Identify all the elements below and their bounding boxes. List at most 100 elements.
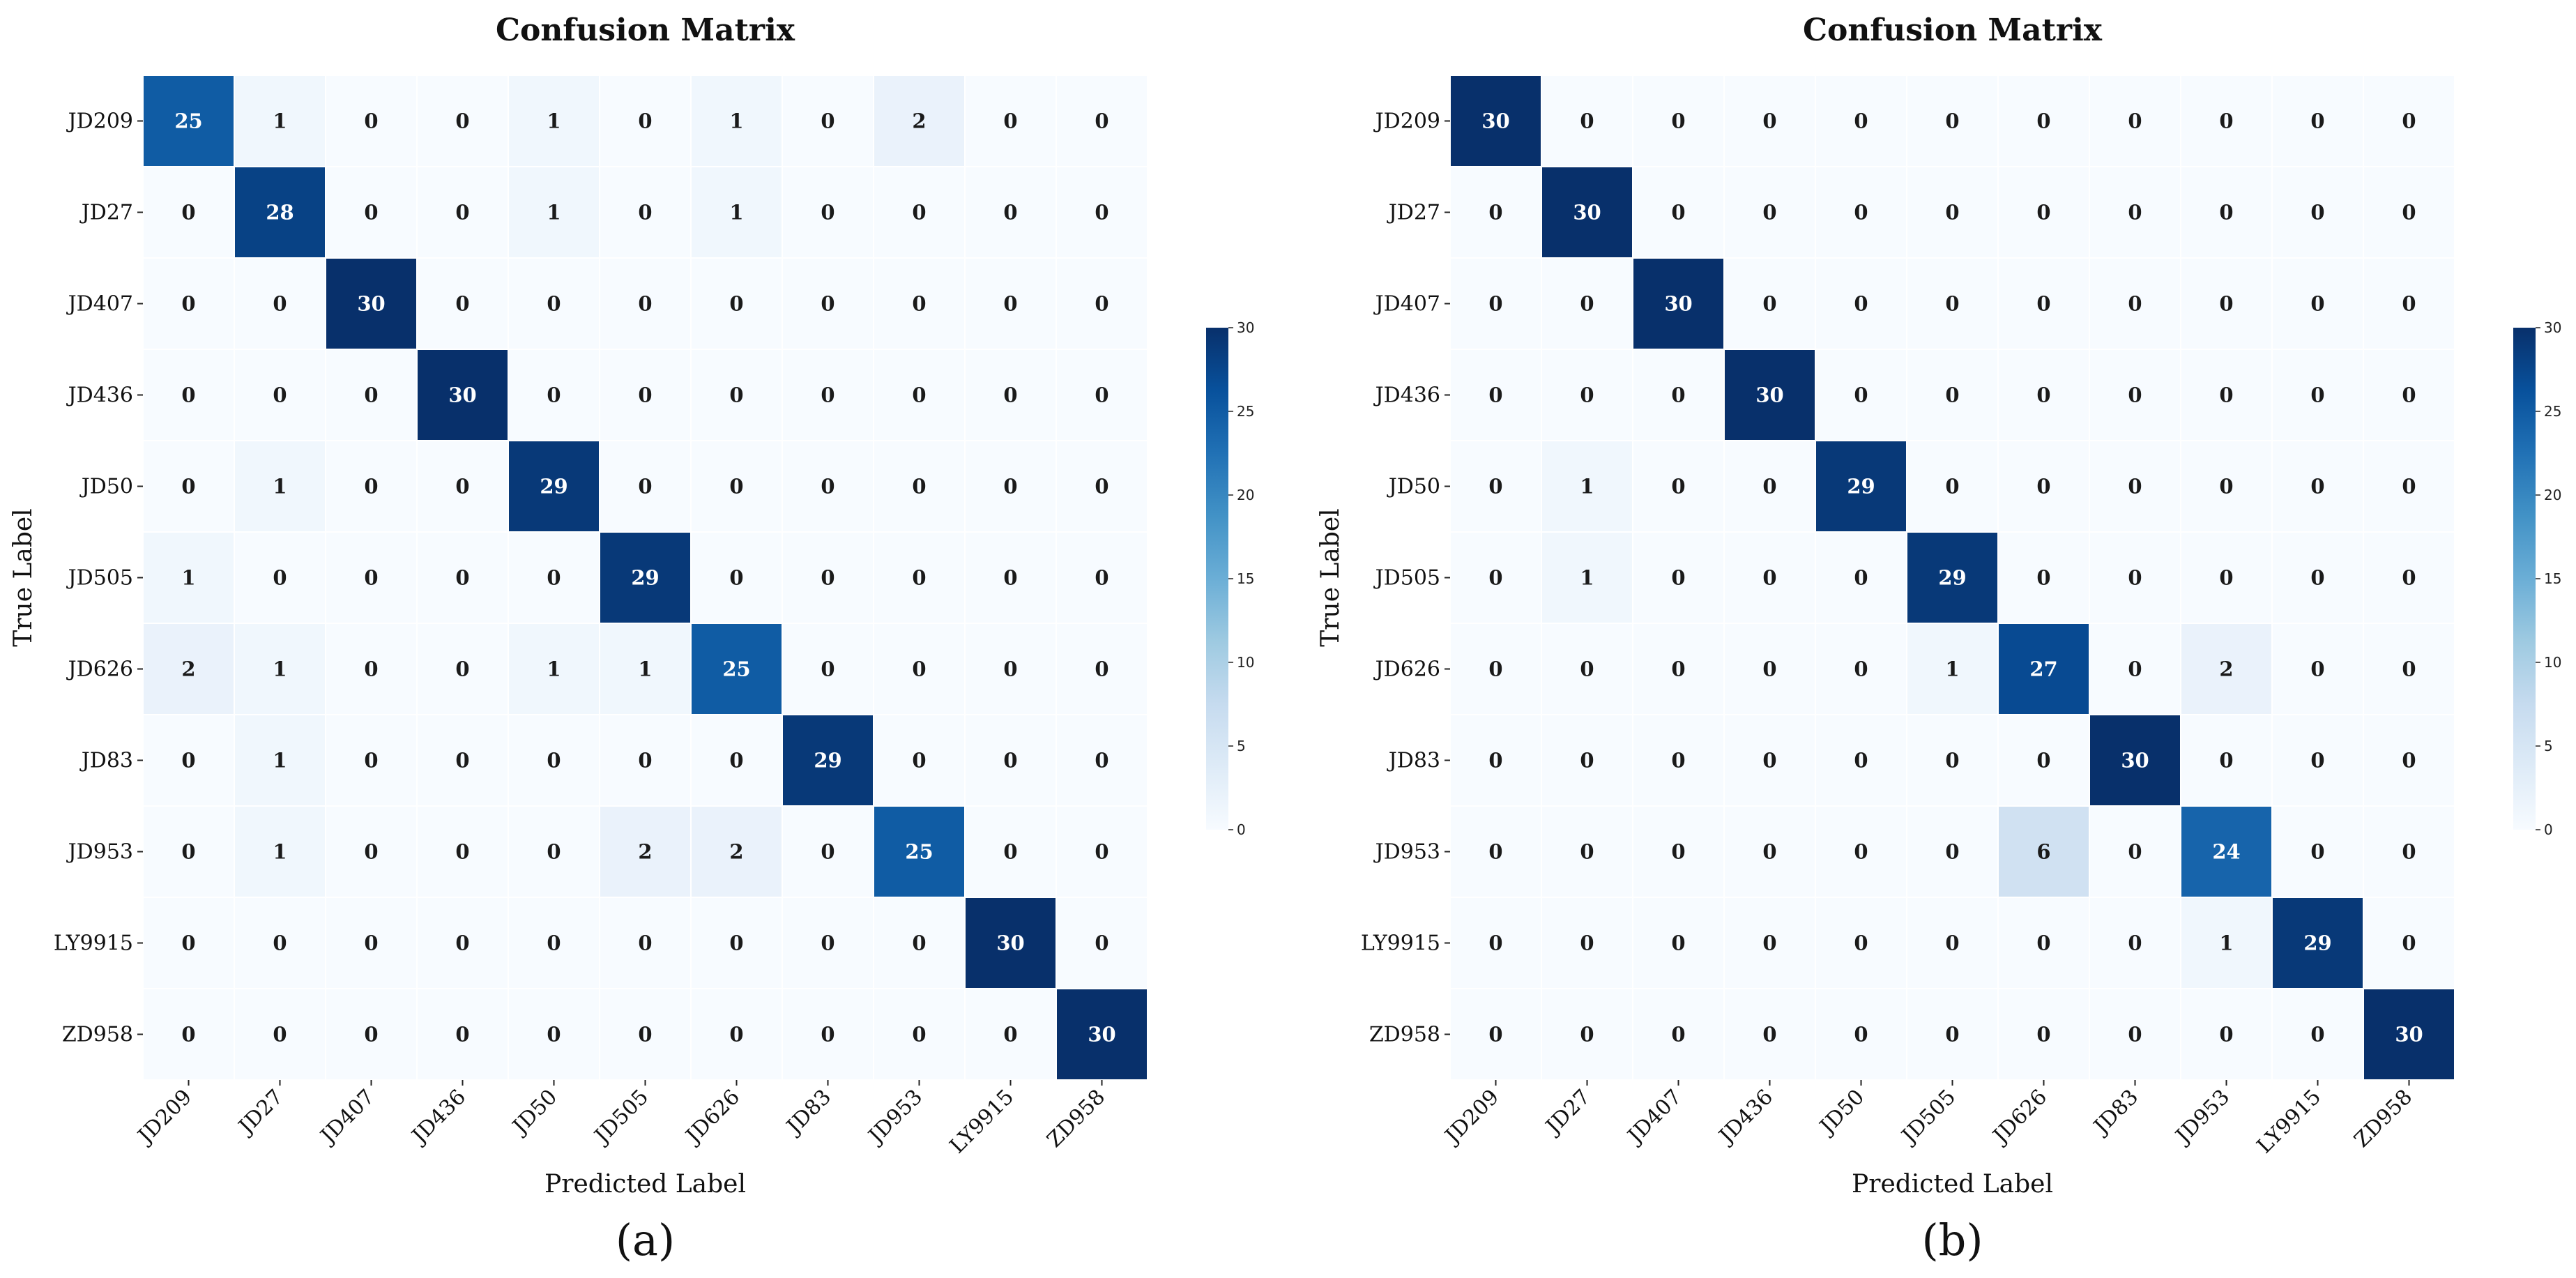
cell-value-label: 1: [1945, 657, 1959, 681]
cell-value-label: 0: [2402, 566, 2416, 590]
cell-value-label: 0: [2128, 1023, 2142, 1047]
heatmap-cell: [508, 349, 600, 441]
heatmap-cell: [1815, 897, 1907, 989]
cell-value-label: 0: [1580, 749, 1594, 773]
cell-value-label: 0: [2128, 657, 2142, 681]
cell-value-label: 0: [1003, 292, 1017, 316]
x-tick-label: JD50: [1814, 1085, 1869, 1140]
cell-value-label: 0: [455, 931, 469, 955]
y-tick-label: JD83: [79, 749, 133, 773]
cell-value-label: 0: [1762, 201, 1776, 225]
heatmap-cell: [1906, 897, 1999, 989]
cell-value-label: 30: [1088, 1023, 1115, 1047]
cell-value-label: 0: [364, 566, 378, 590]
cell-value-label: 0: [364, 109, 378, 133]
heatmap-cell: [690, 349, 783, 441]
cell-value-label: 0: [1671, 201, 1685, 225]
cell-value-label: 0: [1854, 566, 1868, 590]
x-tick-label: JD83: [781, 1085, 836, 1140]
cell-value-label: 0: [1095, 566, 1108, 590]
heatmap-cell: [964, 805, 1057, 898]
y-tick-label: JD209: [66, 109, 133, 134]
cell-value-label: 0: [1488, 840, 1502, 864]
x-tick-label: ZD958: [2349, 1085, 2417, 1153]
heatmap-cell: [2180, 805, 2273, 898]
heatmap-cell: [142, 257, 235, 350]
cell-value-label: 0: [1854, 657, 1868, 681]
cell-value-label: 0: [2402, 475, 2416, 499]
cell-value-label: 0: [912, 657, 926, 681]
heatmap-cell: [1723, 166, 1816, 259]
heatmap-cell: [1723, 440, 1816, 533]
heatmap-cell: [964, 75, 1057, 167]
heatmap-cell: [782, 166, 874, 259]
heatmap-cell: [782, 75, 874, 167]
cell-value-label: 0: [821, 383, 834, 407]
cell-value-label: 0: [364, 201, 378, 225]
cell-value-label: 0: [547, 292, 561, 316]
cell-value-label: 0: [2402, 201, 2416, 225]
cell-value-label: 0: [181, 475, 195, 499]
heatmap-cell: [2271, 257, 2364, 350]
heatmap-cell: [2180, 988, 2273, 1081]
cell-value-label: 28: [266, 201, 294, 225]
heatmap-cell: [964, 988, 1057, 1081]
cell-value-label: 30: [1755, 383, 1783, 407]
heatmap-cell: [1632, 897, 1725, 989]
x-tick-label: JD626: [680, 1085, 745, 1150]
heatmap-cell: [234, 440, 326, 533]
heatmap-cell: [1906, 988, 1999, 1081]
cell-value-label: 0: [2402, 931, 2416, 955]
heatmap-cell: [1723, 531, 1816, 624]
y-tick-label: JD407: [66, 292, 133, 317]
x-tick-label: JD953: [862, 1085, 927, 1150]
cell-value-label: 0: [2219, 749, 2233, 773]
cell-value-label: 0: [1580, 109, 1594, 133]
cell-value-label: 0: [2219, 566, 2233, 590]
heatmap-cell: [2089, 714, 2181, 807]
heatmap-cell: [873, 257, 966, 350]
cell-value-label: 0: [1580, 292, 1594, 316]
heatmap-cell: [416, 805, 509, 898]
cell-value-label: 0: [2128, 201, 2142, 225]
cell-value-label: 0: [2402, 383, 2416, 407]
heatmap-cell: [325, 988, 418, 1081]
cell-value-label: 0: [1095, 840, 1108, 864]
heatmap-cell: [1997, 349, 2090, 441]
heatmap-cell: [325, 805, 418, 898]
y-axis-label: True Label: [9, 508, 38, 646]
cell-value-label: 0: [1671, 475, 1685, 499]
cell-value-label: 0: [638, 383, 652, 407]
cell-value-label: 0: [2036, 475, 2050, 499]
cell-value-label: 0: [2036, 109, 2050, 133]
heatmap-cell: [234, 988, 326, 1081]
cell-value-label: 0: [1854, 749, 1868, 773]
y-tick-label: JD626: [66, 657, 133, 682]
heatmap-cell: [2271, 349, 2364, 441]
x-tick-label: ZD958: [1042, 1085, 1110, 1153]
heatmap-cell: [142, 623, 235, 715]
y-tick-label: JD953: [1373, 840, 1440, 865]
cell-value-label: 0: [2219, 201, 2233, 225]
heatmap-cell: [690, 805, 783, 898]
cell-value-label: 0: [1854, 840, 1868, 864]
cell-value-label: 0: [1854, 383, 1868, 407]
cell-value-label: 0: [821, 931, 834, 955]
subfigure-label: (a): [616, 1215, 675, 1265]
cell-value-label: 1: [273, 657, 287, 681]
heatmap-cell: [599, 349, 692, 441]
cell-value-label: 0: [547, 383, 561, 407]
cell-value-label: 0: [2219, 109, 2233, 133]
heatmap-cell: [782, 623, 874, 715]
heatmap-cell: [873, 988, 966, 1081]
x-tick-label: JD209: [1439, 1085, 1504, 1150]
heatmap-cell: [508, 257, 600, 350]
cell-value-label: 0: [547, 1023, 561, 1047]
cell-value-label: 0: [2402, 840, 2416, 864]
cell-value-label: 0: [2219, 292, 2233, 316]
heatmap-cell: [2363, 166, 2455, 259]
heatmap-cell: [1815, 805, 1907, 898]
cell-value-label: 1: [273, 475, 287, 499]
heatmap-cell: [325, 166, 418, 259]
cell-value-label: 30: [357, 292, 385, 316]
